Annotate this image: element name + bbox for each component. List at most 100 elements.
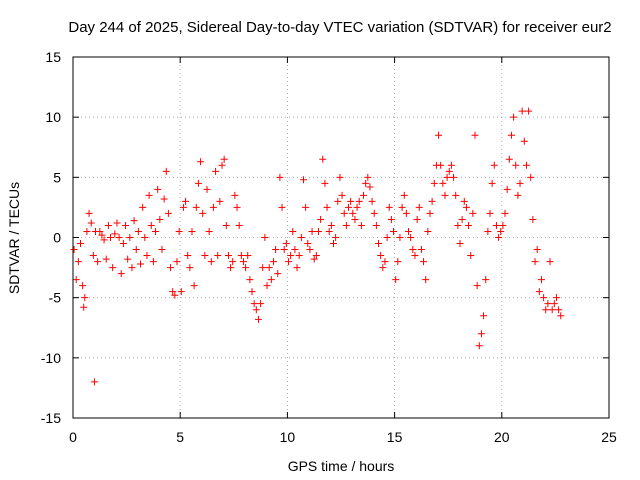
data-point [207, 258, 215, 266]
data-point [149, 258, 157, 266]
data-point [533, 246, 541, 254]
data-point [387, 215, 395, 223]
y-tick-label: 5 [53, 169, 61, 185]
data-point [441, 191, 449, 199]
data-point [295, 252, 303, 260]
data-point [357, 221, 365, 229]
data-point [80, 303, 88, 311]
data-point [79, 282, 87, 290]
axis-ticks: 0 5 10 15 20 25 -15 -10 -5 0 5 10 15 [41, 49, 617, 445]
data-point [490, 161, 498, 169]
y-axis-label: SDTVAR / TECUs [6, 182, 22, 294]
data-point [194, 179, 202, 187]
data-point [475, 342, 483, 350]
data-point [188, 227, 196, 235]
data-point [460, 197, 468, 205]
data-point [542, 306, 550, 314]
data-point [111, 230, 119, 238]
data-point [420, 258, 428, 266]
data-point [164, 209, 172, 217]
data-point [244, 252, 252, 260]
data-point [122, 221, 130, 229]
data-point [119, 240, 127, 248]
data-point [154, 185, 162, 193]
data-point [132, 246, 140, 254]
data-point [501, 209, 509, 217]
data-point [102, 255, 110, 263]
data-point [525, 107, 533, 115]
data-point [289, 227, 297, 235]
y-tick-label: 10 [45, 109, 61, 125]
data-point [537, 276, 545, 284]
data-point [284, 258, 292, 266]
data-point [265, 264, 273, 272]
data-point [492, 221, 500, 229]
data-point [117, 270, 125, 278]
data-point [447, 161, 455, 169]
data-point [394, 258, 402, 266]
data-point [89, 252, 97, 260]
data-point [306, 246, 314, 254]
data-point [529, 215, 537, 223]
data-point [484, 227, 492, 235]
data-point [379, 264, 387, 272]
y-tick-label: -15 [41, 410, 61, 426]
data-point [338, 191, 346, 199]
data-point [302, 203, 310, 211]
data-point [422, 276, 430, 284]
data-point [212, 167, 220, 175]
data-point [405, 227, 413, 235]
data-point [312, 252, 320, 260]
data-point [411, 252, 419, 260]
data-point [334, 197, 342, 205]
data-point [139, 203, 147, 211]
data-point [216, 197, 224, 205]
data-point [507, 131, 515, 139]
data-point [473, 282, 481, 290]
data-point [347, 197, 355, 205]
data-point [199, 209, 207, 217]
data-point [173, 258, 181, 266]
data-point [287, 252, 295, 260]
data-point [430, 179, 438, 187]
data-point [370, 209, 378, 217]
data-point [518, 107, 526, 115]
data-point [321, 179, 329, 187]
data-point [115, 234, 123, 241]
x-tick-label: 15 [387, 429, 403, 445]
data-point [535, 288, 543, 296]
data-point [368, 197, 376, 205]
data-point [477, 330, 485, 338]
data-point [482, 276, 490, 284]
data-point [546, 258, 554, 266]
data-point [514, 191, 522, 199]
data-point [227, 264, 235, 272]
data-point [299, 176, 307, 184]
data-point [439, 179, 447, 187]
data-point [128, 264, 136, 272]
data-point [85, 209, 93, 217]
data-point [77, 240, 85, 248]
data-point [177, 288, 185, 296]
data-point [152, 227, 160, 235]
data-point [402, 209, 410, 217]
data-point [505, 155, 513, 163]
data-point [310, 255, 318, 263]
data-point [100, 236, 108, 244]
data-point [510, 113, 518, 121]
data-point [323, 203, 331, 211]
data-point [242, 264, 250, 272]
data-point [145, 191, 153, 199]
data-point [257, 300, 265, 308]
data-point [81, 294, 89, 302]
data-point [261, 234, 269, 241]
data-point [377, 252, 385, 260]
data-point [458, 215, 466, 223]
data-point [190, 282, 198, 290]
x-tick-label: 20 [494, 429, 510, 445]
data-point [362, 179, 370, 187]
data-point [540, 294, 548, 302]
data-point [280, 246, 288, 254]
data-point [72, 276, 80, 284]
data-point [392, 276, 400, 284]
